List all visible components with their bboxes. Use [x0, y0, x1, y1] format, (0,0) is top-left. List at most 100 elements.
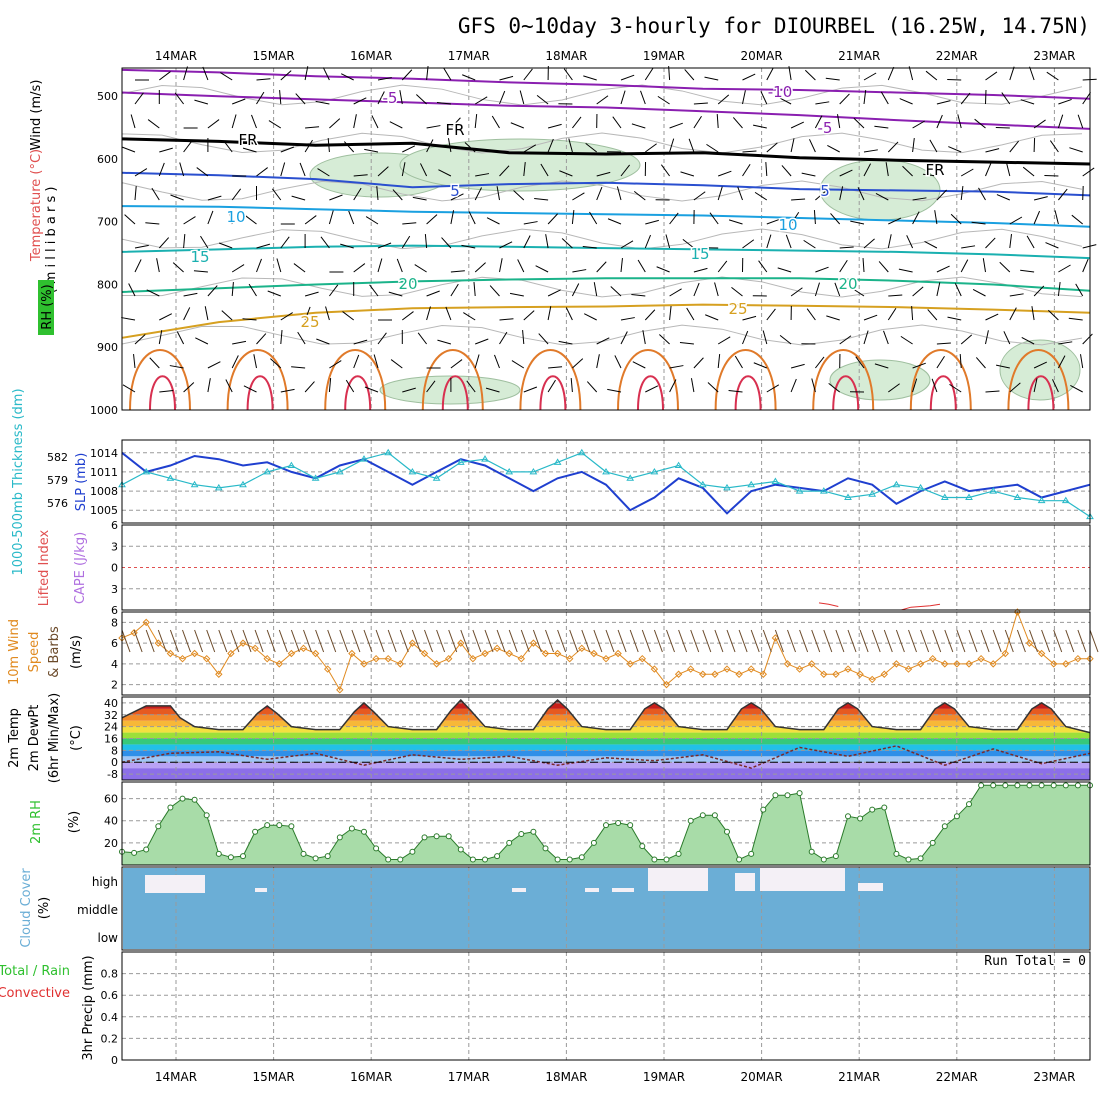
temp-tick-label: 32 [104, 709, 118, 722]
wind-barb [345, 379, 355, 393]
wind-barb [426, 380, 436, 393]
wind-barb [847, 629, 857, 653]
rh-marker [1038, 782, 1045, 789]
warm-contour [1007, 349, 1070, 411]
wind-barb [280, 236, 290, 249]
wind-barb [396, 258, 403, 273]
wind-barb [1075, 283, 1084, 297]
isotherm-line [121, 205, 1091, 228]
wind-barb [179, 162, 185, 177]
wind-barb [612, 116, 622, 129]
wind-barb [669, 122, 683, 129]
wind-barb [815, 356, 825, 369]
wind-barb [121, 317, 136, 321]
wind-speed-marker [215, 670, 223, 678]
wind-speed-marker [336, 686, 344, 694]
wind-barb [377, 91, 385, 105]
thickness-marker [190, 480, 199, 488]
rh-marker [857, 815, 864, 822]
warm-contour [929, 375, 957, 411]
wind-barb [304, 291, 319, 297]
wind-speed-marker [686, 665, 695, 673]
wind-barb [570, 378, 573, 393]
wind-barb [196, 167, 209, 177]
wind-barb [365, 216, 379, 225]
temp-tick-label: 16 [104, 733, 118, 746]
wind-speed-marker [662, 680, 671, 689]
precip-tick-label: 0 [111, 1054, 118, 1067]
temp-band [122, 750, 1090, 757]
wind-speed-marker [977, 654, 985, 663]
wind-speed-marker [844, 665, 852, 673]
wind-speed-marker [263, 654, 271, 663]
wind-barb [1053, 629, 1063, 653]
wind-speed-marker [529, 639, 538, 647]
wind-barb [475, 173, 490, 177]
wind-barb [420, 163, 428, 177]
wind-barb [853, 117, 865, 129]
isotherm-label: 15 [690, 245, 709, 263]
wind-speed-marker [275, 660, 284, 668]
wind-barb [523, 162, 526, 177]
wind-speed-marker [965, 660, 973, 668]
wind-barb [912, 378, 918, 393]
wind-barb [738, 629, 748, 653]
wind-barb [968, 629, 978, 653]
wind-barb [717, 94, 730, 105]
rh-unit-label: (%) [67, 811, 82, 834]
rh-marker [820, 856, 827, 863]
rh-marker [905, 856, 912, 863]
wind-barb [373, 354, 379, 369]
wind-barb [401, 311, 414, 321]
wind-barb [1033, 378, 1038, 393]
wind-speed-marker [553, 649, 562, 658]
isotherm-line [121, 244, 1091, 260]
rh-tick-label: 40 [104, 815, 118, 828]
wind-barb [523, 221, 538, 225]
rh-marker [663, 856, 670, 863]
rh-marker [1014, 782, 1021, 789]
wind-barb [828, 382, 841, 393]
dewpoint-line [121, 745, 1091, 769]
wind-barb [468, 211, 476, 225]
wind-barb [906, 235, 914, 249]
rh-marker [143, 846, 150, 853]
wind-barb [156, 258, 160, 273]
wind-barb [985, 237, 996, 249]
wind-barb [499, 90, 506, 105]
wind-barb [957, 114, 962, 129]
wind-barb [221, 310, 233, 321]
wind-speed-marker [650, 665, 659, 673]
wind-speed-marker [674, 670, 683, 678]
wind-barb [839, 93, 850, 105]
date-label-top: 21MAR [838, 49, 880, 63]
wind-barb [887, 234, 892, 249]
thickness-tick-label: 576 [47, 497, 68, 510]
wind-barb [837, 114, 841, 129]
wind-barb [959, 353, 962, 369]
wind-barb [777, 267, 792, 273]
wind-barb [547, 379, 556, 393]
wind-barb [322, 67, 330, 81]
wind-barb [424, 234, 428, 249]
wind-barb [499, 165, 510, 177]
isotherm-line [121, 91, 1091, 130]
wind-barb [791, 198, 806, 201]
wind-barb [954, 283, 962, 297]
panel-frame-rh [121, 781, 1091, 866]
wind-barb [811, 629, 821, 653]
isotherm-label: 25 [300, 313, 319, 331]
wind-barb [520, 629, 530, 653]
wind-barb [682, 238, 695, 249]
run-total-label: Run Total = 0 [984, 954, 1086, 969]
wind-barb [523, 68, 533, 81]
wind-barb [728, 219, 743, 225]
rh-marker [324, 853, 331, 860]
wind-barb [242, 318, 257, 321]
wind-speed-marker [783, 660, 792, 668]
wind-barb [243, 385, 257, 393]
wind-barb [693, 191, 706, 201]
wind-barb [693, 102, 708, 105]
rh-marker [312, 855, 319, 862]
wind-barb [130, 114, 136, 129]
